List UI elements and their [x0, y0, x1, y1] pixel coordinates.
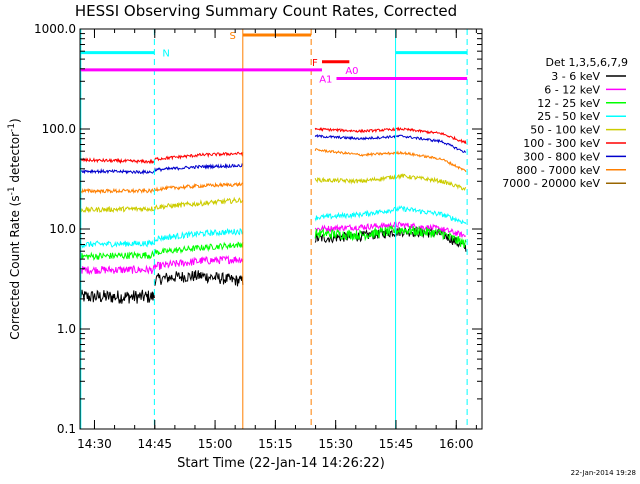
y-tick-label: 10.0 — [49, 222, 76, 236]
y-axis: 0.1 1.0 10.0 100.0 1000.0 — [34, 22, 482, 436]
series-line-12-25-kev-3 — [314, 224, 467, 249]
y-axis-label: Corrected Count Rate (s-1 detector-1) — [7, 118, 22, 339]
series-line-6-12-kev-3 — [314, 221, 466, 238]
x-tick-label: 16:00 — [439, 437, 474, 451]
y-axis-label-sup1: -1 — [7, 186, 17, 195]
series-6-12-kev — [79, 221, 466, 276]
series-25-50-kev — [79, 205, 467, 249]
legend-label-3-6-kev: 3 - 6 keV — [551, 70, 600, 83]
series-line-300-800-kev-2 — [153, 162, 244, 173]
series-line-25-50-kev-1 — [79, 239, 155, 249]
legend-label-25-50-kev: 25 - 50 keV — [537, 110, 600, 123]
chart-title: HESSI Observing Summary Count Rates, Cor… — [75, 2, 457, 20]
series-line-800-7000-kev-1 — [79, 187, 155, 195]
series-line-12-25-kev-2 — [153, 241, 244, 256]
series-line-100-300-kev-2 — [154, 151, 244, 162]
flag-label-s: S — [230, 31, 236, 42]
legend-label-50-100-kev: 50 - 100 keV — [530, 124, 600, 137]
series-line-25-50-kev-3 — [314, 205, 467, 225]
series-100-300-kev — [79, 126, 467, 165]
series-line-25-50-kev-2 — [153, 228, 244, 243]
series-line-300-800-kev-3 — [314, 133, 466, 153]
y-axis-label-sup2: -1 — [7, 123, 17, 132]
series-50-100-kev — [79, 173, 467, 214]
legend-label-100-300-kev: 100 - 300 keV — [523, 137, 600, 150]
x-tick-label: 14:45 — [137, 437, 172, 451]
generation-timestamp: 22-Jan-2014 19:28 — [571, 469, 636, 477]
series-line-100-300-kev-3 — [314, 126, 467, 145]
series-line-800-7000-kev-2 — [153, 181, 244, 193]
y-axis-label-end: ) — [8, 118, 22, 123]
series-line-6-12-kev-1 — [79, 264, 155, 276]
series-line-50-100-kev-2 — [153, 196, 244, 212]
plot-data — [79, 126, 467, 304]
series-line-3-6-kev-2 — [153, 270, 244, 287]
series-line-50-100-kev-1 — [79, 205, 155, 214]
x-tick-label: 15:30 — [318, 437, 353, 451]
series-800-7000-kev — [79, 148, 467, 195]
flag-bars: N S F A0 A1 — [80, 31, 468, 85]
y-axis-label-main: Corrected Count Rate (s — [8, 195, 22, 339]
legend-label-7000-20000-kev: 7000 - 20000 keV — [502, 177, 600, 190]
x-tick-label: 15:45 — [379, 437, 414, 451]
legend-label-6-12-kev: 6 - 12 keV — [544, 83, 600, 96]
series-line-300-800-kev-1 — [79, 168, 155, 176]
series-line-6-12-kev-2 — [153, 255, 244, 270]
series-12-25-kev — [79, 224, 467, 261]
x-axis: 14:30 14:45 15:00 15:15 15:30 15:45 16:00 — [77, 29, 477, 451]
flag-label-f: F — [312, 58, 318, 69]
y-tick-label: 1000.0 — [34, 22, 76, 36]
series-3-6-kev — [79, 225, 467, 304]
y-tick-label: 1.0 — [57, 322, 76, 336]
legend-label-300-800-kev: 300 - 800 keV — [523, 150, 600, 163]
series-line-100-300-kev-1 — [79, 157, 155, 165]
y-tick-label: 100.0 — [42, 122, 76, 136]
x-tick-label: 14:30 — [77, 437, 112, 451]
legend-label-12-25-kev: 12 - 25 keV — [537, 97, 600, 110]
x-tick-label: 15:15 — [258, 437, 293, 451]
flag-label-n: N — [162, 49, 169, 60]
series-line-50-100-kev-3 — [314, 173, 467, 192]
series-line-12-25-kev-1 — [79, 250, 155, 261]
flag-label-a0: A0 — [345, 66, 358, 77]
series-line-800-7000-kev-3 — [314, 148, 467, 173]
flag-label-a1: A1 — [319, 74, 332, 85]
series-300-800-kev — [79, 133, 466, 176]
x-axis-label: Start Time (22-Jan-14 14:26:22) — [177, 456, 385, 471]
y-tick-label: 0.1 — [57, 422, 76, 436]
x-tick-label: 15:00 — [198, 437, 233, 451]
series-line-3-6-kev-1 — [79, 289, 155, 304]
y-axis-label-mid: detector — [8, 132, 22, 187]
legend-label-800-7000-kev: 800 - 7000 keV — [516, 164, 600, 177]
legend-title: Det 1,3,5,6,7,9 — [545, 56, 628, 69]
